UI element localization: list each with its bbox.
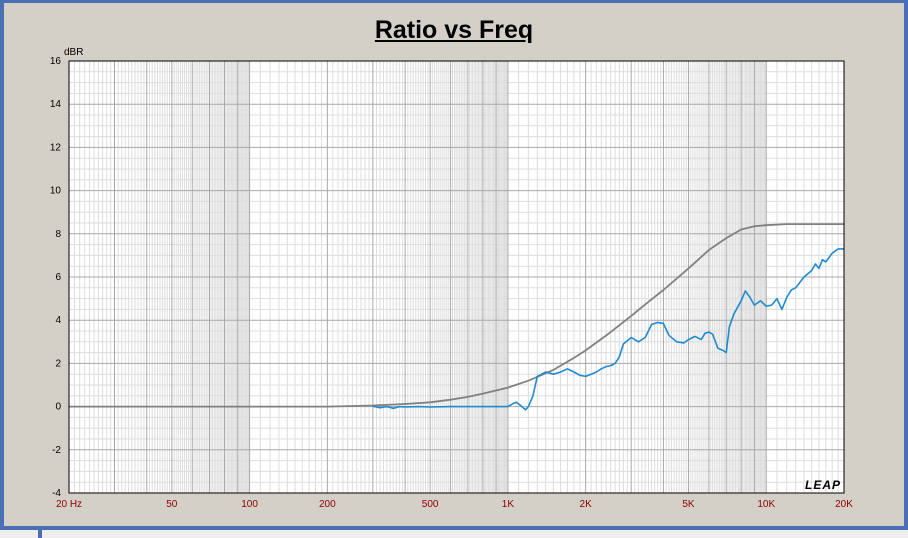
x-tick-label: 20K bbox=[835, 499, 853, 510]
y-tick-label: 6 bbox=[55, 272, 61, 283]
y-tick-labels: 16 14 12 10 8 6 4 2 0 -2 -4 bbox=[50, 56, 62, 499]
y-tick-label: 8 bbox=[55, 229, 61, 240]
x-tick-label: 2K bbox=[580, 499, 593, 510]
series-line-2 bbox=[372, 248, 844, 411]
series-layer bbox=[69, 223, 844, 411]
x-tick-labels: 20 Hz 50 100 200 500 1K 2K 5K 10K 20K bbox=[56, 499, 853, 510]
y-tick-label: 10 bbox=[50, 186, 62, 197]
y-tick-label: 2 bbox=[55, 358, 61, 369]
y-tick-label: 12 bbox=[50, 142, 62, 153]
y-tick-label: 16 bbox=[50, 56, 62, 67]
y-tick-label: 14 bbox=[50, 99, 62, 110]
lower-panel-divider bbox=[38, 530, 42, 538]
x-tick-label: 100 bbox=[241, 499, 258, 510]
plot-frame bbox=[68, 60, 845, 494]
x-tick-label: 50 bbox=[166, 499, 178, 510]
window-border-top bbox=[0, 0, 908, 3]
lower-panel-strip bbox=[0, 530, 908, 538]
x-tick-label: 200 bbox=[319, 499, 336, 510]
y-tick-label: -4 bbox=[52, 488, 61, 499]
y-tick-label: 4 bbox=[55, 315, 61, 326]
y-axis-unit-label: dBR bbox=[64, 47, 83, 58]
x-tick-label: 10K bbox=[757, 499, 775, 510]
x-tick-label: 500 bbox=[422, 499, 439, 510]
chart-title: Ratio vs Freq bbox=[374, 16, 534, 44]
x-tick-label: 20 Hz bbox=[56, 499, 82, 510]
watermark-logo: LEAP bbox=[805, 478, 841, 492]
major-gridlines bbox=[69, 60, 844, 494]
x-tick-label: 5K bbox=[682, 499, 695, 510]
y-tick-label: -2 bbox=[52, 445, 61, 456]
window-border-bottom bbox=[0, 526, 908, 530]
y-tick-label: 0 bbox=[55, 402, 61, 413]
window-border-left bbox=[0, 0, 4, 538]
window-border-right bbox=[904, 0, 908, 538]
x-tick-label: 1K bbox=[502, 499, 515, 510]
series-line-1 bbox=[69, 223, 844, 408]
